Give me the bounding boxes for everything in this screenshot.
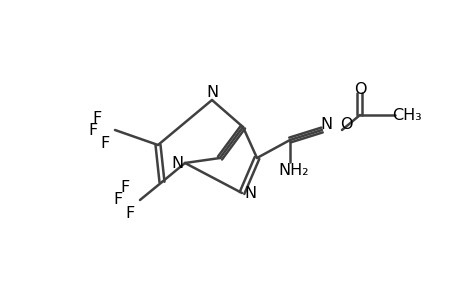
Text: F: F [92, 110, 101, 125]
Text: N: N [243, 185, 256, 200]
Text: F: F [125, 206, 134, 220]
Text: N: N [319, 116, 331, 131]
Text: NH₂: NH₂ [278, 163, 308, 178]
Text: F: F [100, 136, 109, 151]
Text: O: O [353, 82, 365, 97]
Text: N: N [206, 85, 218, 100]
Text: CH₃: CH₃ [391, 107, 421, 122]
Text: F: F [88, 122, 97, 137]
Text: N: N [171, 155, 183, 170]
Text: F: F [113, 193, 123, 208]
Text: F: F [120, 181, 129, 196]
Text: O: O [339, 116, 352, 131]
